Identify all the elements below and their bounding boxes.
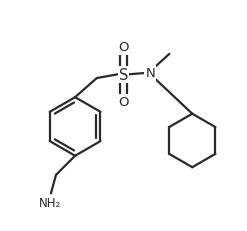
Text: O: O bbox=[118, 41, 129, 54]
Text: S: S bbox=[119, 67, 128, 82]
Text: O: O bbox=[118, 96, 129, 109]
Text: NH₂: NH₂ bbox=[39, 196, 61, 209]
Text: N: N bbox=[145, 67, 155, 80]
